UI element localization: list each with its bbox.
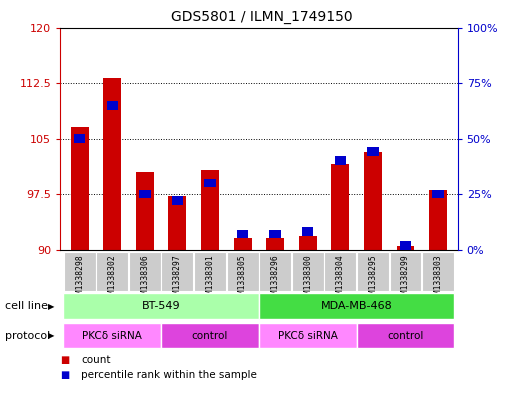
Bar xyxy=(266,239,284,250)
Bar xyxy=(201,170,219,250)
FancyBboxPatch shape xyxy=(96,252,128,291)
Bar xyxy=(237,230,248,239)
Text: GSM1338302: GSM1338302 xyxy=(108,254,117,303)
Text: control: control xyxy=(388,331,424,341)
FancyBboxPatch shape xyxy=(259,294,454,319)
Text: GSM1338297: GSM1338297 xyxy=(173,254,182,303)
Text: PKCδ siRNA: PKCδ siRNA xyxy=(278,331,338,341)
Bar xyxy=(107,101,118,110)
Text: GSM1338304: GSM1338304 xyxy=(336,254,345,303)
FancyBboxPatch shape xyxy=(259,323,357,348)
Bar xyxy=(172,196,183,205)
Bar xyxy=(302,227,313,236)
Text: control: control xyxy=(192,331,228,341)
Bar xyxy=(168,196,186,250)
Text: PKCδ siRNA: PKCδ siRNA xyxy=(82,331,142,341)
Text: ▶: ▶ xyxy=(49,331,55,340)
Bar xyxy=(400,241,411,250)
Text: MDA-MB-468: MDA-MB-468 xyxy=(321,301,392,311)
FancyBboxPatch shape xyxy=(324,252,356,291)
Text: GSM1338301: GSM1338301 xyxy=(206,254,214,303)
Text: percentile rank within the sample: percentile rank within the sample xyxy=(81,370,257,380)
Text: GSM1338300: GSM1338300 xyxy=(303,254,312,303)
Text: BT-549: BT-549 xyxy=(142,301,180,311)
Bar xyxy=(429,190,447,250)
Bar xyxy=(299,236,317,250)
Text: ▶: ▶ xyxy=(49,302,55,310)
Text: ■: ■ xyxy=(60,370,70,380)
Bar xyxy=(139,189,151,198)
Text: cell line: cell line xyxy=(5,301,48,311)
FancyBboxPatch shape xyxy=(422,252,454,291)
Bar xyxy=(74,134,85,143)
FancyBboxPatch shape xyxy=(162,252,194,291)
FancyBboxPatch shape xyxy=(390,252,422,291)
Text: protocol: protocol xyxy=(5,331,51,341)
Text: ■: ■ xyxy=(60,354,70,365)
Text: GSM1338295: GSM1338295 xyxy=(368,254,378,303)
Text: GSM1338305: GSM1338305 xyxy=(238,254,247,303)
FancyBboxPatch shape xyxy=(226,252,258,291)
Text: GSM1338306: GSM1338306 xyxy=(140,254,150,303)
FancyBboxPatch shape xyxy=(292,252,324,291)
FancyBboxPatch shape xyxy=(161,323,259,348)
FancyBboxPatch shape xyxy=(357,252,389,291)
FancyBboxPatch shape xyxy=(63,323,161,348)
FancyBboxPatch shape xyxy=(357,323,454,348)
FancyBboxPatch shape xyxy=(129,252,161,291)
Bar xyxy=(364,152,382,250)
Text: GSM1338299: GSM1338299 xyxy=(401,254,410,303)
FancyBboxPatch shape xyxy=(64,252,96,291)
FancyBboxPatch shape xyxy=(194,252,226,291)
Text: GSM1338296: GSM1338296 xyxy=(271,254,280,303)
Bar xyxy=(104,78,121,250)
Text: GDS5801 / ILMN_1749150: GDS5801 / ILMN_1749150 xyxy=(170,10,353,24)
Bar xyxy=(335,156,346,165)
Bar xyxy=(204,178,215,187)
Text: GSM1338303: GSM1338303 xyxy=(434,254,442,303)
Bar xyxy=(396,246,414,250)
Bar xyxy=(136,172,154,250)
Bar xyxy=(71,127,89,250)
Bar xyxy=(332,164,349,250)
Text: GSM1338298: GSM1338298 xyxy=(75,254,84,303)
Bar xyxy=(234,239,252,250)
FancyBboxPatch shape xyxy=(259,252,291,291)
Bar xyxy=(367,147,379,156)
FancyBboxPatch shape xyxy=(63,294,259,319)
Bar xyxy=(433,189,444,198)
Text: count: count xyxy=(81,354,110,365)
Bar xyxy=(269,230,281,239)
